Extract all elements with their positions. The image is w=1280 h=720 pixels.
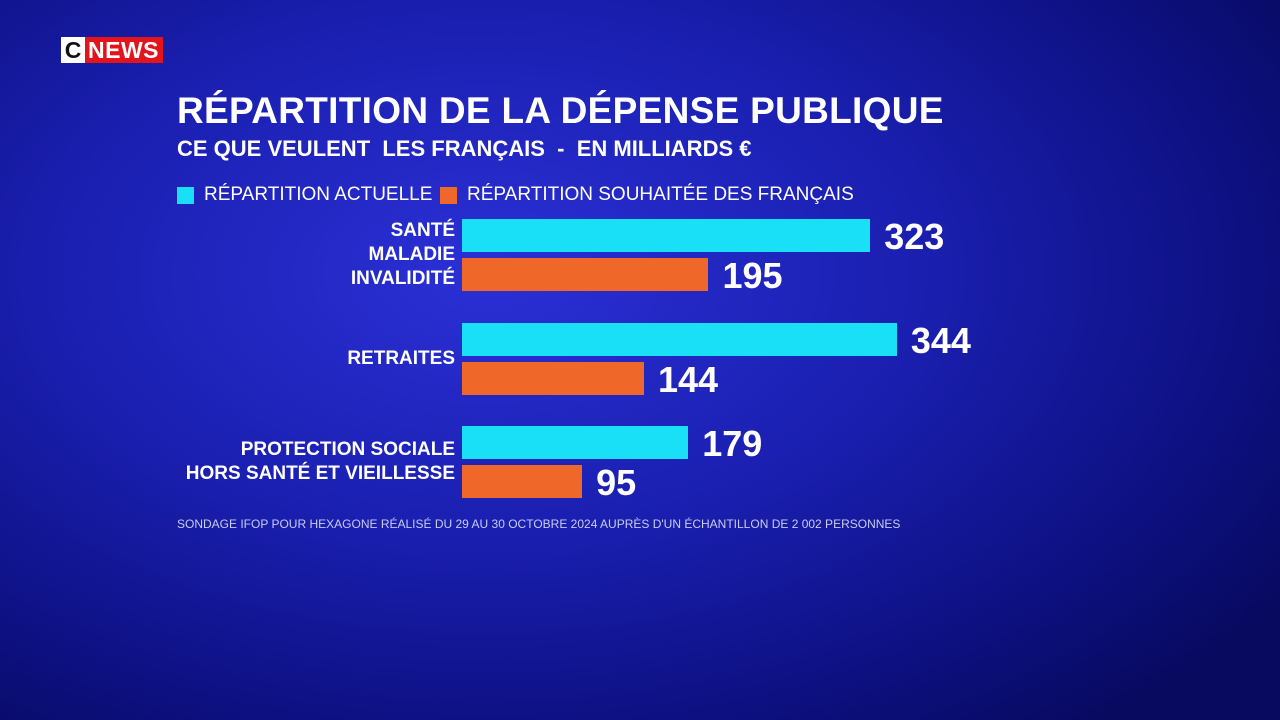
- bar: [462, 426, 689, 459]
- value-label: 344: [910, 319, 971, 361]
- logo: C NEWS: [61, 37, 163, 63]
- category-label: SANTÉ MALADIE INVALIDITÉ: [350, 220, 455, 289]
- chart-title: RÉPARTITION DE LA DÉPENSE PUBLIQUE: [177, 90, 944, 131]
- logo-news: NEWS: [85, 37, 163, 63]
- legend-label: RÉPARTITION ACTUELLE: [204, 184, 433, 205]
- legend-item: RÉPARTITION ACTUELLE: [177, 184, 432, 206]
- legend-swatch: [440, 186, 457, 204]
- source-note: SONDAGE IFOP POUR HEXAGONE RÉALISÉ DU 29…: [177, 517, 901, 531]
- value-label: 144: [658, 358, 719, 400]
- bar: [462, 361, 645, 395]
- bar: [462, 258, 709, 291]
- bar: [462, 219, 871, 252]
- value-label: 179: [702, 423, 763, 464]
- value-label: 323: [884, 216, 945, 257]
- logo-c: C: [61, 37, 85, 63]
- bar: [462, 465, 583, 498]
- category-label: RETRAITES: [347, 347, 455, 369]
- category-label: PROTECTION SOCIALE HORS SANTÉ ET VIEILLE…: [185, 439, 455, 484]
- legend-label: RÉPARTITION SOUHAITÉE DES FRANÇAIS: [467, 184, 854, 205]
- chart-subtitle: CE QUE VEULENT LES FRANÇAIS - EN MILLIAR…: [177, 136, 752, 161]
- bar: [462, 322, 897, 356]
- value-label: 95: [596, 462, 637, 503]
- value-label: 195: [722, 255, 783, 296]
- legend-swatch: [177, 186, 194, 204]
- legend-item: RÉPARTITION SOUHAITÉE DES FRANÇAIS: [440, 184, 854, 206]
